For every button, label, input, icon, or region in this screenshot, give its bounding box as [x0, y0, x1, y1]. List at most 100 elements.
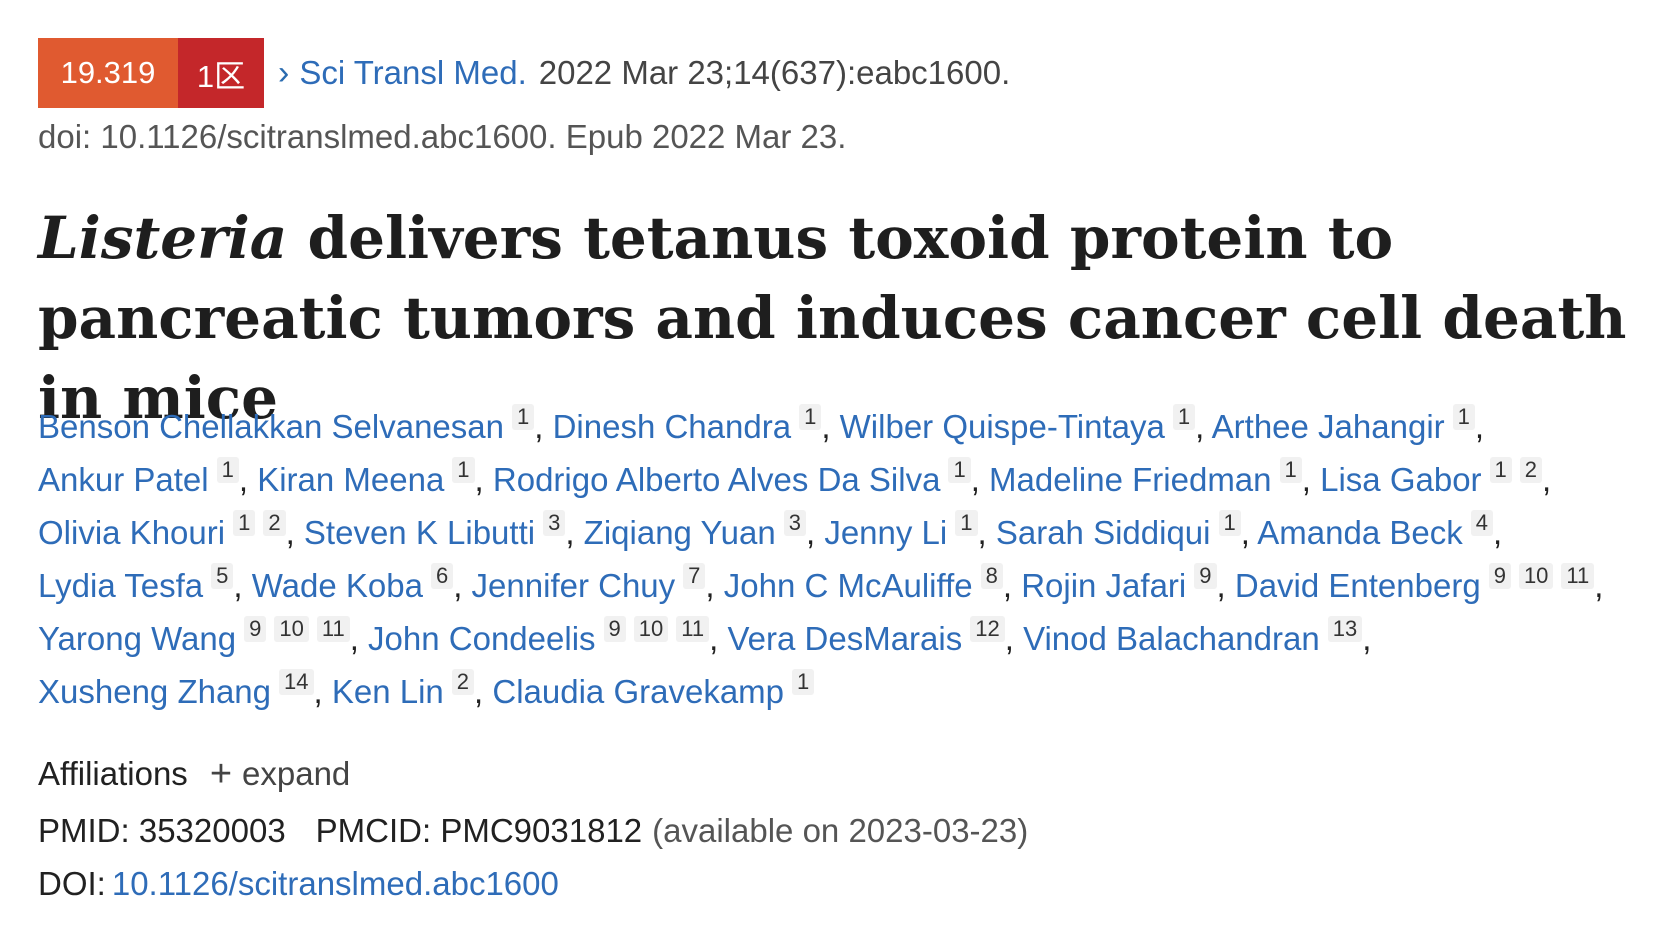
affiliation-number[interactable]: 2 — [451, 669, 475, 695]
affiliation-number[interactable]: 10 — [633, 616, 669, 642]
affiliation-number[interactable]: 1 — [799, 404, 822, 430]
author-name-link[interactable]: Rodrigo Alberto Alves Da Silva — [492, 461, 941, 498]
chevron-right-icon[interactable]: › — [278, 54, 290, 92]
author-name-link[interactable]: Benson Chellakkan Selvanesan — [38, 408, 504, 445]
affiliation-number[interactable]: 5 — [211, 563, 234, 589]
author-item: Yarong Wang 9 10 11, — [38, 616, 359, 657]
author-name-link[interactable]: Claudia Gravekamp — [492, 673, 785, 710]
author-name-link[interactable]: Vinod Balachandran — [1023, 620, 1320, 657]
affiliation-number[interactable]: 1 — [948, 457, 971, 483]
author-name-link[interactable]: Steven K Libutti — [303, 514, 536, 551]
affiliation-number[interactable]: 1 — [1489, 457, 1512, 483]
author-name-link[interactable]: Dinesh Chandra — [552, 408, 792, 445]
affiliation-number[interactable]: 9 — [1488, 563, 1511, 589]
affiliation-number[interactable]: 4 — [1470, 510, 1493, 536]
title-italic: Listeria — [38, 204, 288, 272]
author-name-link[interactable]: Yarong Wang — [38, 620, 237, 657]
affiliation-number[interactable]: 1 — [233, 510, 256, 536]
author-item: Ziqiang Yuan 3, — [583, 510, 816, 551]
doi-link[interactable]: 10.1126/scitranslmed.abc1600 — [111, 865, 559, 902]
affiliations-row: Affiliations + expand — [38, 755, 350, 793]
citation: 2022 Mar 23;14(637):eabc1600. — [538, 54, 1011, 91]
affiliation-number[interactable]: 3 — [783, 510, 806, 536]
doi-row: DOI: 10.1126/scitranslmed.abc1600 — [38, 865, 559, 903]
author-name-link[interactable]: John C McAuliffe — [723, 567, 973, 604]
affiliation-number[interactable]: 1 — [1452, 404, 1475, 430]
pmcid-value: PMC9031812 — [440, 812, 643, 849]
author-item: Ken Lin 2, — [331, 669, 484, 710]
author-name-link[interactable]: Lisa Gabor — [1320, 461, 1482, 498]
author-name-link[interactable]: Lydia Tesfa — [38, 567, 204, 604]
author-name-link[interactable]: Xusheng Zhang — [38, 673, 272, 710]
author-item: Ankur Patel 1, — [38, 457, 249, 498]
author-name-link[interactable]: Madeline Friedman — [989, 461, 1272, 498]
affiliation-number[interactable]: 1 — [1172, 404, 1196, 430]
author-item: Arthee Jahangir 1, — [1211, 404, 1485, 445]
author-list: Benson Chellakkan Selvanesan 1, Dinesh Ch… — [38, 400, 1648, 718]
author-item: Vinod Balachandran 13, — [1023, 616, 1372, 657]
affiliation-number[interactable]: 6 — [430, 563, 454, 589]
expand-affiliations-button[interactable]: + expand — [210, 755, 350, 793]
affiliation-number[interactable]: 8 — [980, 563, 1003, 589]
affiliation-number[interactable]: 1 — [1279, 457, 1302, 483]
affiliation-number[interactable]: 14 — [279, 669, 314, 695]
author-name-link[interactable]: Jenny Li — [824, 514, 948, 551]
affiliation-number[interactable]: 1 — [452, 457, 475, 483]
author-item: Benson Chellakkan Selvanesan 1, — [38, 404, 544, 445]
author-item: Olivia Khouri 1 2, — [38, 510, 295, 551]
author-name-link[interactable]: Amanda Beck — [1257, 514, 1463, 551]
author-item: Amanda Beck 4, — [1257, 510, 1503, 551]
author-item: Jenny Li 1, — [824, 510, 987, 551]
affiliation-number[interactable]: 7 — [683, 563, 706, 589]
affiliation-number[interactable]: 3 — [543, 510, 566, 536]
title-text: delivers tetanus toxoid protein to pancr… — [38, 204, 1627, 432]
affiliation-number[interactable]: 9 — [244, 616, 267, 642]
author-item: Xusheng Zhang 14, — [38, 669, 323, 710]
author-name-link[interactable]: Ken Lin — [331, 673, 444, 710]
author-item: Kiran Meena 1, — [257, 457, 484, 498]
affiliation-number[interactable]: 9 — [603, 616, 626, 642]
author-name-link[interactable]: John Condeelis — [368, 620, 596, 657]
author-name-link[interactable]: Ankur Patel — [38, 461, 209, 498]
author-name-link[interactable]: Ziqiang Yuan — [583, 514, 776, 551]
affiliation-number[interactable]: 1 — [955, 510, 978, 536]
author-item: Steven K Libutti 3, — [303, 510, 575, 551]
affiliation-number[interactable]: 10 — [1518, 563, 1554, 589]
journal-row: 19.319 1区 › Sci Transl Med. 2022 Mar 23;… — [38, 38, 1010, 108]
journal-link[interactable]: Sci Transl Med. — [299, 54, 527, 91]
author-name-link[interactable]: Wade Koba — [251, 567, 423, 604]
affiliation-number[interactable]: 11 — [316, 616, 350, 642]
affiliation-number[interactable]: 13 — [1327, 616, 1363, 642]
author-name-link[interactable]: Vera DesMarais — [727, 620, 963, 657]
author-item: John C McAuliffe 8, — [723, 563, 1013, 604]
plus-icon: + — [209, 753, 233, 795]
affiliation-number[interactable]: 12 — [970, 616, 1005, 642]
affiliation-number[interactable]: 2 — [1519, 457, 1543, 483]
zone-badge: 1区 — [178, 38, 264, 108]
affiliation-number[interactable]: 1 — [216, 457, 239, 483]
author-name-link[interactable]: Sarah Siddiqui — [995, 514, 1211, 551]
affiliation-number[interactable]: 10 — [274, 616, 309, 642]
impact-factor-badge: 19.319 — [38, 38, 178, 108]
author-name-link[interactable]: Rojin Jafari — [1021, 567, 1187, 604]
pmid-label: PMID: — [38, 812, 130, 849]
author-item: Wade Koba 6, — [251, 563, 463, 604]
author-name-link[interactable]: Wilber Quispe-Tintaya — [839, 408, 1165, 445]
pmcid-note: (available on 2023-03-23) — [652, 812, 1029, 849]
pmid-value: 35320003 — [138, 812, 286, 849]
author-name-link[interactable]: Olivia Khouri — [38, 514, 226, 551]
author-name-link[interactable]: Arthee Jahangir — [1211, 408, 1445, 445]
author-item: Dinesh Chandra 1, — [552, 404, 831, 445]
affiliation-number[interactable]: 9 — [1194, 563, 1217, 589]
affiliation-number[interactable]: 11 — [1561, 563, 1595, 589]
affiliation-number[interactable]: 1 — [1218, 510, 1241, 536]
author-name-link[interactable]: David Entenberg — [1234, 567, 1481, 604]
author-name-link[interactable]: Kiran Meena — [257, 461, 445, 498]
affiliation-number[interactable]: 11 — [676, 616, 710, 642]
author-name-link[interactable]: Jennifer Chuy — [471, 567, 676, 604]
author-item: Vera DesMarais 12, — [727, 616, 1014, 657]
affiliation-number[interactable]: 1 — [511, 404, 535, 430]
affiliation-number[interactable]: 1 — [792, 669, 815, 695]
affiliations-label: Affiliations — [38, 755, 188, 792]
affiliation-number[interactable]: 2 — [263, 510, 286, 536]
